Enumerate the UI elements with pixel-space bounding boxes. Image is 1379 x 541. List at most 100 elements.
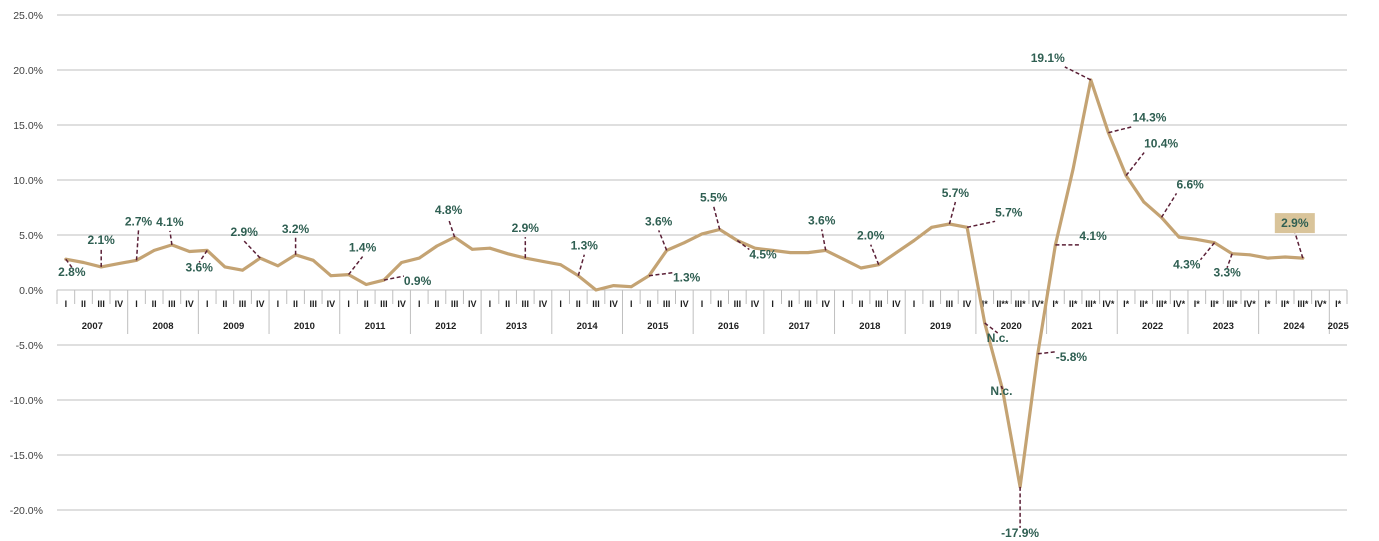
data-label: 19.1% bbox=[1031, 51, 1065, 65]
data-point bbox=[223, 265, 227, 269]
year-label: 2018 bbox=[859, 321, 880, 332]
data-label: N.c. bbox=[987, 331, 1009, 345]
quarter-label: IV bbox=[256, 299, 265, 309]
y-tick-label: -10.0% bbox=[10, 395, 43, 407]
label-leader-line bbox=[948, 201, 957, 225]
data-label: 2.8% bbox=[58, 265, 86, 279]
label-leader-line bbox=[1226, 253, 1233, 268]
data-point bbox=[488, 246, 492, 250]
quarter-label: I* bbox=[982, 299, 989, 309]
label-leader-line bbox=[1037, 351, 1056, 355]
quarter-label: III* bbox=[1015, 299, 1027, 309]
data-label: 5.7% bbox=[995, 205, 1023, 219]
quarter-label: IV bbox=[963, 299, 972, 309]
data-label: 3.6% bbox=[808, 213, 836, 227]
data-point bbox=[117, 262, 121, 265]
quarter-label: I bbox=[277, 299, 280, 309]
y-tick-label: 5.0% bbox=[19, 230, 43, 242]
data-label: 2.9% bbox=[1281, 216, 1309, 230]
quarter-label: IV bbox=[397, 299, 406, 309]
quarter-label: II* bbox=[1281, 299, 1290, 309]
label-leader-line bbox=[870, 244, 880, 265]
label-leader-line bbox=[169, 230, 173, 246]
data-point bbox=[329, 274, 333, 278]
data-point bbox=[1142, 200, 1146, 204]
quarter-label: I bbox=[206, 299, 209, 309]
y-tick-label: -5.0% bbox=[16, 340, 43, 352]
data-label: 4.8% bbox=[435, 203, 463, 217]
label-leader-line bbox=[966, 220, 996, 229]
label-leader-line bbox=[648, 271, 674, 277]
y-tick-label: 0.0% bbox=[19, 285, 43, 297]
gridlines bbox=[57, 14, 1347, 511]
label-leader-line bbox=[243, 240, 261, 259]
label-leader-line bbox=[658, 230, 668, 251]
data-point bbox=[188, 250, 191, 253]
data-point bbox=[241, 268, 244, 272]
quarter-label: IV bbox=[327, 299, 336, 309]
data-label: 1.4% bbox=[349, 241, 377, 255]
data-point bbox=[506, 252, 510, 256]
data-label: 2.9% bbox=[512, 221, 540, 235]
quarter-label: II bbox=[222, 299, 227, 309]
data-label: 5.5% bbox=[700, 191, 728, 205]
data-label: 1.3% bbox=[673, 271, 701, 285]
quarter-label: III bbox=[97, 299, 105, 309]
data-label: -5.8% bbox=[1056, 350, 1088, 364]
data-point bbox=[1283, 255, 1287, 259]
quarter-label: IV bbox=[539, 299, 548, 309]
quarter-label: III bbox=[380, 299, 388, 309]
quarter-label: II bbox=[364, 299, 369, 309]
quarter-label: III bbox=[168, 299, 176, 309]
quarter-label: III bbox=[875, 299, 883, 309]
y-tick-label: 10.0% bbox=[13, 175, 43, 187]
label-leader-line bbox=[1294, 231, 1304, 259]
quarter-label: II bbox=[152, 299, 157, 309]
quarter-label: IV* bbox=[1244, 299, 1257, 309]
year-label: 2025 bbox=[1328, 321, 1350, 332]
label-leader-line bbox=[383, 275, 405, 281]
data-label: 3.6% bbox=[186, 260, 214, 274]
label-highlight-box bbox=[1274, 213, 1315, 234]
quarter-label: I* bbox=[1264, 299, 1271, 309]
label-leader-line bbox=[1199, 242, 1216, 261]
quarter-label: III bbox=[946, 299, 954, 309]
year-label: 2014 bbox=[577, 321, 599, 332]
quarter-label: II* bbox=[1069, 299, 1078, 309]
quarter-label: II bbox=[293, 299, 298, 309]
data-point bbox=[753, 246, 757, 250]
quarter-label: III bbox=[239, 299, 247, 309]
quarter-label: II* bbox=[1210, 299, 1219, 309]
data-point bbox=[682, 241, 686, 245]
year-label: 2008 bbox=[152, 321, 173, 332]
quarter-label: IV bbox=[115, 299, 124, 309]
quarter-label: IV bbox=[821, 299, 830, 309]
data-point bbox=[311, 258, 315, 262]
y-tick-label: -15.0% bbox=[10, 450, 43, 462]
data-point bbox=[612, 284, 616, 287]
quarter-label: I bbox=[771, 299, 774, 309]
series-layer bbox=[64, 78, 1305, 489]
quarter-label: IV bbox=[892, 299, 901, 309]
label-leader-line bbox=[577, 254, 586, 276]
data-point bbox=[894, 251, 898, 255]
label-leader-line bbox=[1000, 385, 1004, 390]
year-label: 2019 bbox=[930, 321, 951, 332]
y-axis: -20.0% -15.0% -10.0% -5.0% 0.0% 5.0% 10.0% 15.0… bbox=[10, 10, 43, 517]
quarter-label: IV* bbox=[1314, 299, 1327, 309]
label-leader-line bbox=[198, 249, 208, 263]
year-label: 2012 bbox=[435, 321, 456, 332]
quarter-label: I bbox=[135, 299, 138, 309]
data-label: 4.1% bbox=[1079, 229, 1107, 243]
quarter-label: III* bbox=[1085, 299, 1097, 309]
quarter-label: III* bbox=[1156, 299, 1168, 309]
label-leader-line bbox=[1160, 193, 1178, 218]
label-leader-line bbox=[135, 230, 140, 261]
data-label: 4.1% bbox=[156, 215, 184, 229]
data-label: 5.7% bbox=[942, 186, 970, 200]
y-tick-label: 15.0% bbox=[13, 120, 43, 132]
data-point bbox=[700, 232, 704, 236]
label-leader-line bbox=[712, 206, 721, 230]
quarter-label: II* bbox=[1140, 299, 1149, 309]
data-point bbox=[859, 266, 863, 270]
